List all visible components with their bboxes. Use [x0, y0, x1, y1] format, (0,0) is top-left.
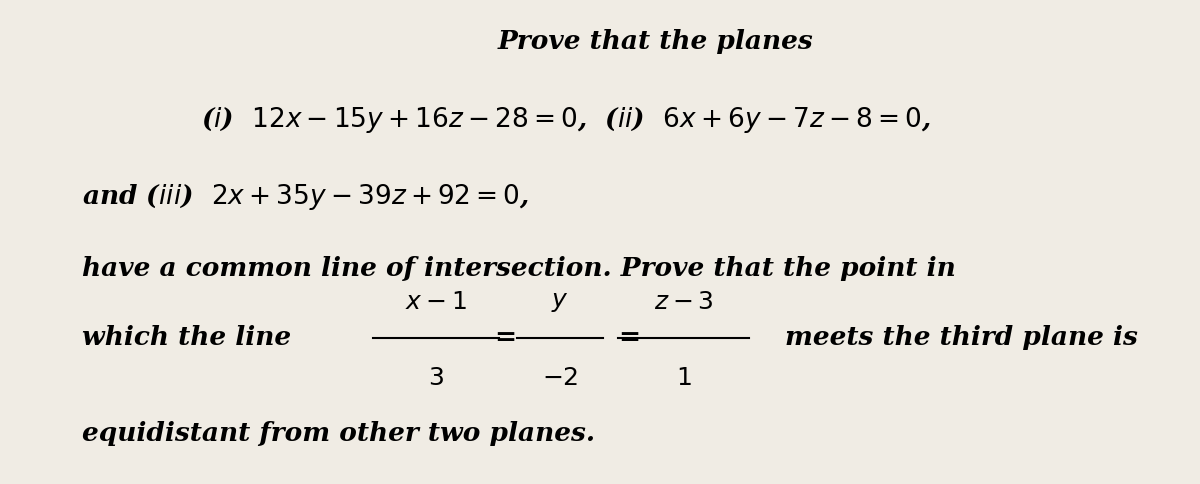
Text: and ($iii$)  $2x + 35y - 39z + 92 = 0$,: and ($iii$) $2x + 35y - 39z + 92 = 0$,: [82, 182, 528, 212]
Text: Prove that the planes: Prove that the planes: [498, 29, 814, 54]
Text: $1$: $1$: [676, 366, 691, 391]
Text: =: =: [618, 325, 641, 350]
Text: meets the third plane is: meets the third plane is: [785, 325, 1138, 350]
Text: have a common line of intersection. Prove that the point in: have a common line of intersection. Prov…: [82, 256, 955, 281]
Text: $3$: $3$: [428, 366, 444, 391]
Text: $z - 3$: $z - 3$: [654, 290, 714, 314]
Text: $x - 1$: $x - 1$: [406, 290, 467, 314]
Text: ($i$)  $12x - 15y + 16z - 28 = 0$,  ($ii$)  $6x + 6y - 7z - 8 = 0$,: ($i$) $12x - 15y + 16z - 28 = 0$, ($ii$)…: [200, 105, 930, 135]
Text: =: =: [494, 325, 517, 350]
Text: equidistant from other two planes.: equidistant from other two planes.: [82, 421, 594, 446]
Text: $-2$: $-2$: [541, 366, 578, 391]
Text: which the line: which the line: [82, 325, 290, 350]
Text: $y$: $y$: [551, 290, 569, 314]
